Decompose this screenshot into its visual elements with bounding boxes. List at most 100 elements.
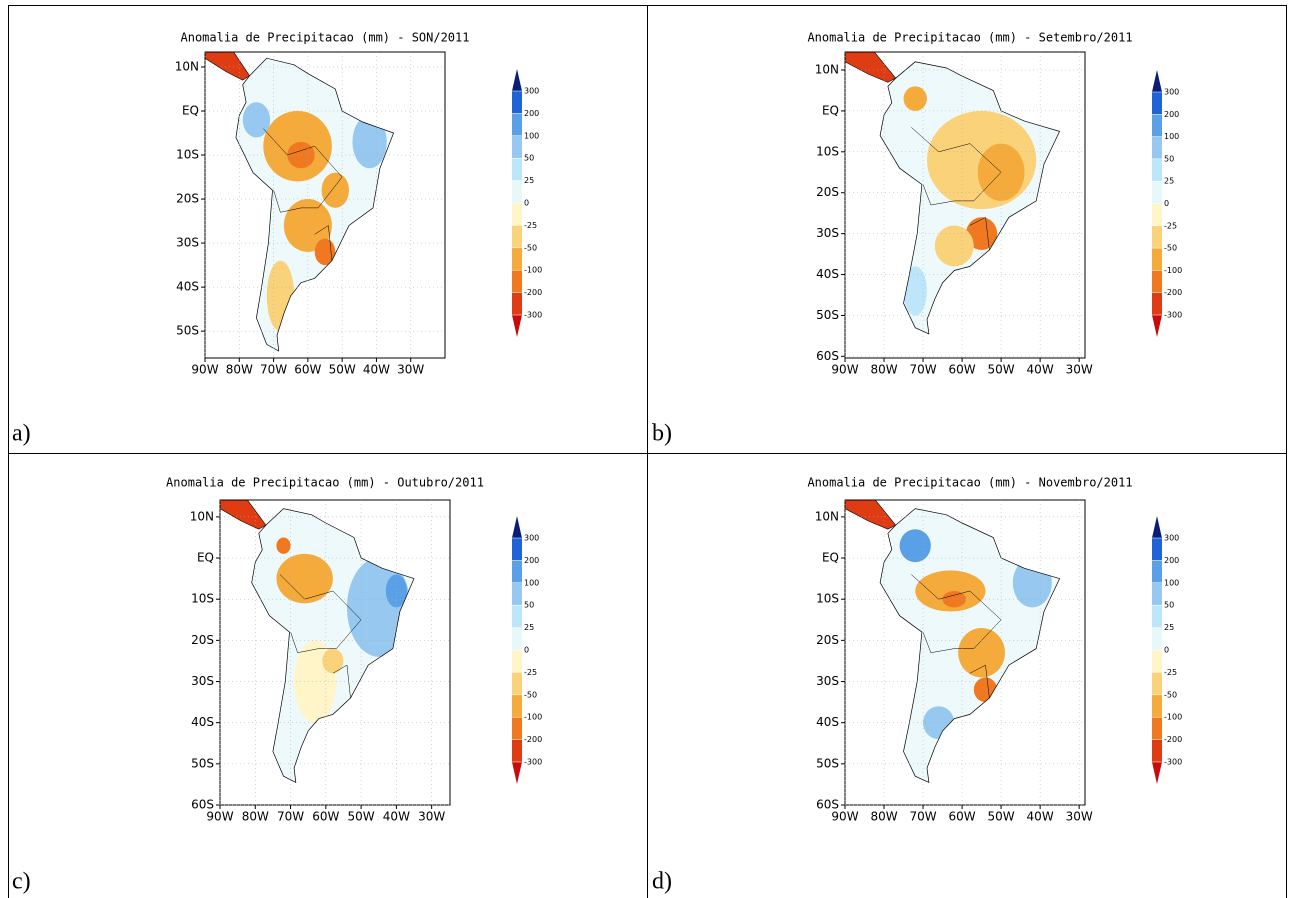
panel-title: Anomalia de Precipitacao (mm) - Setembro…	[807, 31, 1132, 45]
lat-tick-label: EQ	[197, 551, 214, 565]
colorbar-box	[512, 270, 522, 293]
colorbar-box	[512, 135, 522, 159]
lon-tick-label: 90W	[191, 363, 218, 377]
anomaly-patch	[346, 558, 411, 657]
lon-tick-label: 90W	[206, 810, 233, 824]
colorbar-bottom-triangle	[512, 315, 522, 337]
lat-tick-label: 50S	[816, 756, 839, 770]
colorbar-label: 100	[1164, 132, 1179, 141]
colorbar-box	[512, 672, 522, 695]
anomaly-patch	[958, 628, 1006, 678]
colorbar-box	[512, 582, 522, 606]
panel-letter: b)	[652, 421, 672, 447]
colorbar-box	[512, 180, 522, 203]
lon-tick-label: 40W	[1027, 810, 1054, 824]
lat-tick-label: 10S	[816, 144, 839, 158]
map	[205, 52, 395, 352]
colorbar-label: 200	[1164, 110, 1179, 119]
colorbar-box	[512, 650, 522, 673]
border	[969, 216, 990, 251]
colorbar-label: -100	[524, 713, 542, 722]
lat-tick-label: 40S	[816, 267, 839, 281]
colorbar-box	[1152, 717, 1162, 740]
anomaly-patch	[973, 677, 998, 703]
colorbar-label: 25	[1164, 177, 1174, 186]
lon-tick-label: 80W	[870, 363, 897, 377]
colorbar-box	[512, 538, 522, 561]
colorbar-label: 300	[524, 87, 539, 96]
lat-tick-label: 40S	[176, 280, 199, 294]
lon-tick-label: 30W	[418, 810, 445, 824]
colorbar-label: 100	[1164, 578, 1179, 587]
colorbar-box	[1152, 694, 1162, 718]
colorbar-label: 50	[1164, 601, 1174, 610]
colorbar-label: 300	[524, 534, 539, 543]
colorbar-label: -300	[524, 758, 542, 767]
colorbar-box	[512, 560, 522, 583]
lon-tick-label: 90W	[831, 810, 858, 824]
lon-tick-label: 70W	[909, 810, 936, 824]
lat-tick-label: 10N	[175, 59, 199, 73]
colorbar-box	[1152, 181, 1162, 204]
colorbar-label: -300	[1164, 311, 1182, 320]
map	[220, 500, 415, 784]
colorbar-box	[1152, 136, 1162, 159]
colorbar-box	[512, 694, 522, 718]
anomaly-patch	[903, 266, 927, 316]
colorbar-label: -200	[524, 735, 542, 744]
colorbar-box	[512, 91, 522, 114]
lat-tick-label: EQ	[182, 103, 199, 117]
border	[314, 225, 333, 261]
lon-tick-label: 70W	[909, 363, 936, 377]
lat-tick-label: 10N	[190, 509, 214, 523]
colorbar-box	[512, 158, 522, 181]
lon-tick-label: 80W	[242, 810, 269, 824]
colorbar-box	[512, 739, 522, 762]
colorbar-box	[1152, 92, 1162, 115]
lat-tick-label: 20S	[191, 633, 214, 647]
anomaly-patch	[934, 225, 974, 267]
coastline	[235, 57, 395, 352]
anomaly-patch	[385, 574, 407, 608]
colorbar-box	[512, 247, 522, 271]
colorbar-label: 50	[524, 154, 534, 163]
lat-tick-label: 10N	[815, 509, 839, 523]
lat-tick-label: 30S	[191, 674, 214, 688]
lon-tick-label: 90W	[831, 363, 858, 377]
lat-tick-label: 30S	[176, 236, 199, 250]
colorbar-box	[512, 113, 522, 136]
colorbar-top-triangle	[1152, 70, 1162, 92]
lat-tick-label: 50S	[191, 756, 214, 770]
colorbar-box	[512, 292, 522, 315]
lon-tick-label: 60W	[949, 363, 976, 377]
colorbar-label: -100	[524, 266, 542, 275]
colorbar-label: -300	[1164, 758, 1182, 767]
colorbar-label: 100	[524, 131, 539, 140]
lat-tick-label: 10S	[176, 148, 199, 162]
colorbar-label: -25	[524, 221, 537, 230]
lon-tick-label: 60W	[294, 363, 321, 377]
anomaly-patch	[242, 102, 271, 138]
anomaly-patch	[322, 648, 344, 674]
anomaly-patch	[942, 590, 966, 608]
coastline	[879, 508, 1061, 783]
colorbar-label: -25	[1164, 668, 1177, 677]
coastline	[879, 61, 1061, 335]
lat-tick-label: 60S	[191, 798, 214, 812]
anomaly-patch	[321, 172, 349, 208]
panel-title: Anomalia de Precipitacao (mm) - Outubro/…	[166, 476, 484, 490]
lat-tick-label: 20S	[176, 192, 199, 206]
colorbar-label: 25	[1164, 623, 1174, 632]
colorbar-box	[1152, 605, 1162, 628]
central-america	[205, 52, 251, 81]
colorbar-box	[1152, 114, 1162, 137]
panel-title: Anomalia de Precipitacao (mm) - SON/2011	[181, 31, 470, 45]
lon-tick-label: 60W	[312, 810, 339, 824]
lat-tick-label: EQ	[822, 103, 839, 117]
lon-tick-label: 70W	[260, 363, 287, 377]
colorbar-box	[512, 225, 522, 248]
lat-tick-label: 60S	[816, 349, 839, 363]
anomaly-patch	[903, 86, 927, 111]
map	[845, 500, 1061, 783]
anomaly-patch	[276, 553, 333, 604]
